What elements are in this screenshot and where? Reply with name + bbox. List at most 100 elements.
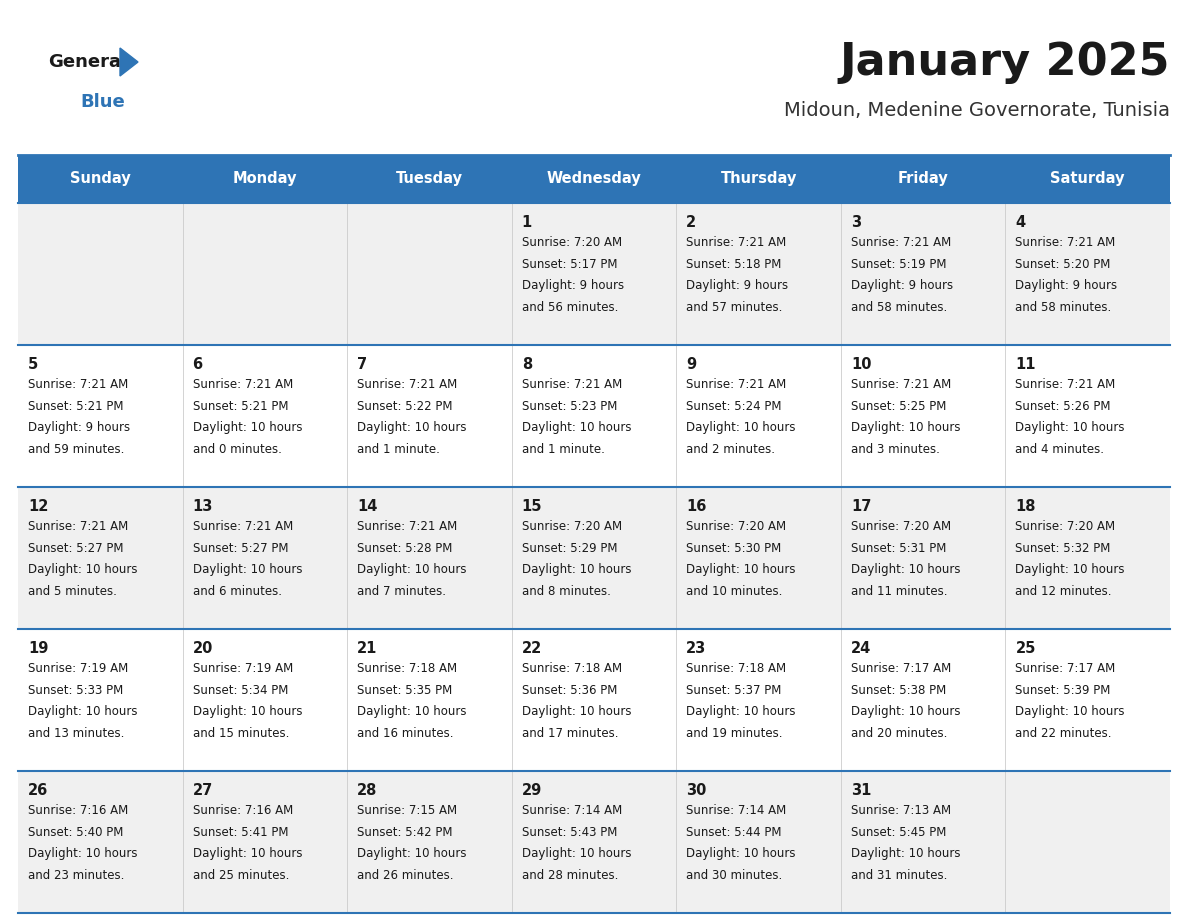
Text: Sunrise: 7:18 AM: Sunrise: 7:18 AM: [687, 663, 786, 676]
Text: Sunset: 5:27 PM: Sunset: 5:27 PM: [29, 542, 124, 555]
Text: Daylight: 10 hours: Daylight: 10 hours: [851, 706, 960, 719]
Text: Daylight: 10 hours: Daylight: 10 hours: [1016, 706, 1125, 719]
Text: Sunset: 5:39 PM: Sunset: 5:39 PM: [1016, 684, 1111, 697]
Text: Daylight: 10 hours: Daylight: 10 hours: [851, 421, 960, 434]
Text: and 57 minutes.: and 57 minutes.: [687, 301, 783, 314]
Text: 9: 9: [687, 357, 696, 372]
Text: Sunset: 5:42 PM: Sunset: 5:42 PM: [358, 826, 453, 839]
Text: Sunset: 5:38 PM: Sunset: 5:38 PM: [851, 684, 946, 697]
Text: Sunrise: 7:21 AM: Sunrise: 7:21 AM: [358, 521, 457, 533]
Text: Sunset: 5:18 PM: Sunset: 5:18 PM: [687, 258, 782, 271]
Text: Daylight: 10 hours: Daylight: 10 hours: [522, 564, 631, 577]
Text: Sunset: 5:24 PM: Sunset: 5:24 PM: [687, 400, 782, 413]
Text: Daylight: 10 hours: Daylight: 10 hours: [851, 847, 960, 860]
Text: Sunrise: 7:21 AM: Sunrise: 7:21 AM: [687, 378, 786, 391]
Text: and 11 minutes.: and 11 minutes.: [851, 585, 947, 598]
Bar: [18, 629, 1170, 771]
Text: Wednesday: Wednesday: [546, 172, 642, 186]
Text: and 16 minutes.: and 16 minutes.: [358, 727, 454, 740]
Text: Daylight: 9 hours: Daylight: 9 hours: [687, 279, 789, 293]
Bar: [676, 155, 841, 203]
Text: Sunrise: 7:20 AM: Sunrise: 7:20 AM: [522, 237, 621, 250]
Text: 18: 18: [1016, 499, 1036, 514]
Polygon shape: [120, 48, 138, 76]
Text: Daylight: 10 hours: Daylight: 10 hours: [687, 847, 796, 860]
Text: Sunrise: 7:20 AM: Sunrise: 7:20 AM: [1016, 521, 1116, 533]
Text: Sunset: 5:25 PM: Sunset: 5:25 PM: [851, 400, 946, 413]
Text: 7: 7: [358, 357, 367, 372]
Text: 25: 25: [1016, 641, 1036, 656]
Text: Sunrise: 7:14 AM: Sunrise: 7:14 AM: [687, 804, 786, 818]
Text: 11: 11: [1016, 357, 1036, 372]
Text: Sunset: 5:40 PM: Sunset: 5:40 PM: [29, 826, 124, 839]
Text: Daylight: 10 hours: Daylight: 10 hours: [29, 847, 138, 860]
Text: 28: 28: [358, 783, 378, 798]
Text: and 56 minutes.: and 56 minutes.: [522, 301, 618, 314]
Text: Sunset: 5:43 PM: Sunset: 5:43 PM: [522, 826, 617, 839]
Text: Daylight: 10 hours: Daylight: 10 hours: [29, 706, 138, 719]
Text: Daylight: 10 hours: Daylight: 10 hours: [358, 564, 467, 577]
Bar: [347, 155, 512, 203]
Text: Daylight: 9 hours: Daylight: 9 hours: [29, 421, 131, 434]
Text: Daylight: 9 hours: Daylight: 9 hours: [522, 279, 624, 293]
Text: Sunset: 5:22 PM: Sunset: 5:22 PM: [358, 400, 453, 413]
Text: Daylight: 10 hours: Daylight: 10 hours: [358, 847, 467, 860]
Text: and 23 minutes.: and 23 minutes.: [29, 869, 125, 882]
Text: 12: 12: [29, 499, 49, 514]
Text: Sunrise: 7:15 AM: Sunrise: 7:15 AM: [358, 804, 457, 818]
Text: 26: 26: [29, 783, 49, 798]
Text: Daylight: 10 hours: Daylight: 10 hours: [192, 421, 302, 434]
Text: January 2025: January 2025: [840, 40, 1170, 84]
Text: Daylight: 9 hours: Daylight: 9 hours: [1016, 279, 1118, 293]
Text: 19: 19: [29, 641, 49, 656]
Text: Sunset: 5:30 PM: Sunset: 5:30 PM: [687, 542, 782, 555]
Text: Daylight: 10 hours: Daylight: 10 hours: [687, 706, 796, 719]
Text: Sunset: 5:21 PM: Sunset: 5:21 PM: [29, 400, 124, 413]
Text: Sunset: 5:34 PM: Sunset: 5:34 PM: [192, 684, 287, 697]
Bar: [18, 345, 1170, 487]
Text: 3: 3: [851, 215, 861, 230]
Text: Sunset: 5:27 PM: Sunset: 5:27 PM: [192, 542, 287, 555]
Bar: [512, 155, 676, 203]
Text: Sunrise: 7:17 AM: Sunrise: 7:17 AM: [851, 663, 952, 676]
Text: Sunrise: 7:21 AM: Sunrise: 7:21 AM: [192, 378, 292, 391]
Text: and 0 minutes.: and 0 minutes.: [192, 443, 282, 456]
Text: 23: 23: [687, 641, 707, 656]
Text: and 1 minute.: and 1 minute.: [522, 443, 605, 456]
Text: Sunset: 5:26 PM: Sunset: 5:26 PM: [1016, 400, 1111, 413]
Text: Sunrise: 7:20 AM: Sunrise: 7:20 AM: [687, 521, 786, 533]
Text: Sunrise: 7:21 AM: Sunrise: 7:21 AM: [192, 521, 292, 533]
Text: Sunrise: 7:18 AM: Sunrise: 7:18 AM: [522, 663, 621, 676]
Text: Sunrise: 7:20 AM: Sunrise: 7:20 AM: [851, 521, 950, 533]
Text: and 28 minutes.: and 28 minutes.: [522, 869, 618, 882]
Text: and 7 minutes.: and 7 minutes.: [358, 585, 447, 598]
Text: 15: 15: [522, 499, 542, 514]
Text: Sunset: 5:35 PM: Sunset: 5:35 PM: [358, 684, 453, 697]
Text: and 15 minutes.: and 15 minutes.: [192, 727, 289, 740]
Text: Daylight: 10 hours: Daylight: 10 hours: [522, 421, 631, 434]
Text: Sunrise: 7:13 AM: Sunrise: 7:13 AM: [851, 804, 950, 818]
Text: 29: 29: [522, 783, 542, 798]
Text: Sunrise: 7:21 AM: Sunrise: 7:21 AM: [687, 237, 786, 250]
Text: Sunset: 5:20 PM: Sunset: 5:20 PM: [1016, 258, 1111, 271]
Text: Sunset: 5:19 PM: Sunset: 5:19 PM: [851, 258, 947, 271]
Text: Sunrise: 7:21 AM: Sunrise: 7:21 AM: [1016, 378, 1116, 391]
Bar: [18, 155, 183, 203]
Text: and 17 minutes.: and 17 minutes.: [522, 727, 618, 740]
Text: Daylight: 10 hours: Daylight: 10 hours: [1016, 421, 1125, 434]
Text: 14: 14: [358, 499, 378, 514]
Text: Daylight: 10 hours: Daylight: 10 hours: [29, 564, 138, 577]
Text: and 22 minutes.: and 22 minutes.: [1016, 727, 1112, 740]
Text: Daylight: 10 hours: Daylight: 10 hours: [687, 564, 796, 577]
Text: Sunrise: 7:16 AM: Sunrise: 7:16 AM: [29, 804, 128, 818]
Text: Sunset: 5:28 PM: Sunset: 5:28 PM: [358, 542, 453, 555]
Text: and 26 minutes.: and 26 minutes.: [358, 869, 454, 882]
Bar: [183, 155, 347, 203]
Text: Daylight: 10 hours: Daylight: 10 hours: [192, 564, 302, 577]
Text: 4: 4: [1016, 215, 1025, 230]
Text: and 58 minutes.: and 58 minutes.: [851, 301, 947, 314]
Text: Sunset: 5:41 PM: Sunset: 5:41 PM: [192, 826, 287, 839]
Text: and 20 minutes.: and 20 minutes.: [851, 727, 947, 740]
Text: Daylight: 10 hours: Daylight: 10 hours: [522, 847, 631, 860]
Text: and 25 minutes.: and 25 minutes.: [192, 869, 289, 882]
